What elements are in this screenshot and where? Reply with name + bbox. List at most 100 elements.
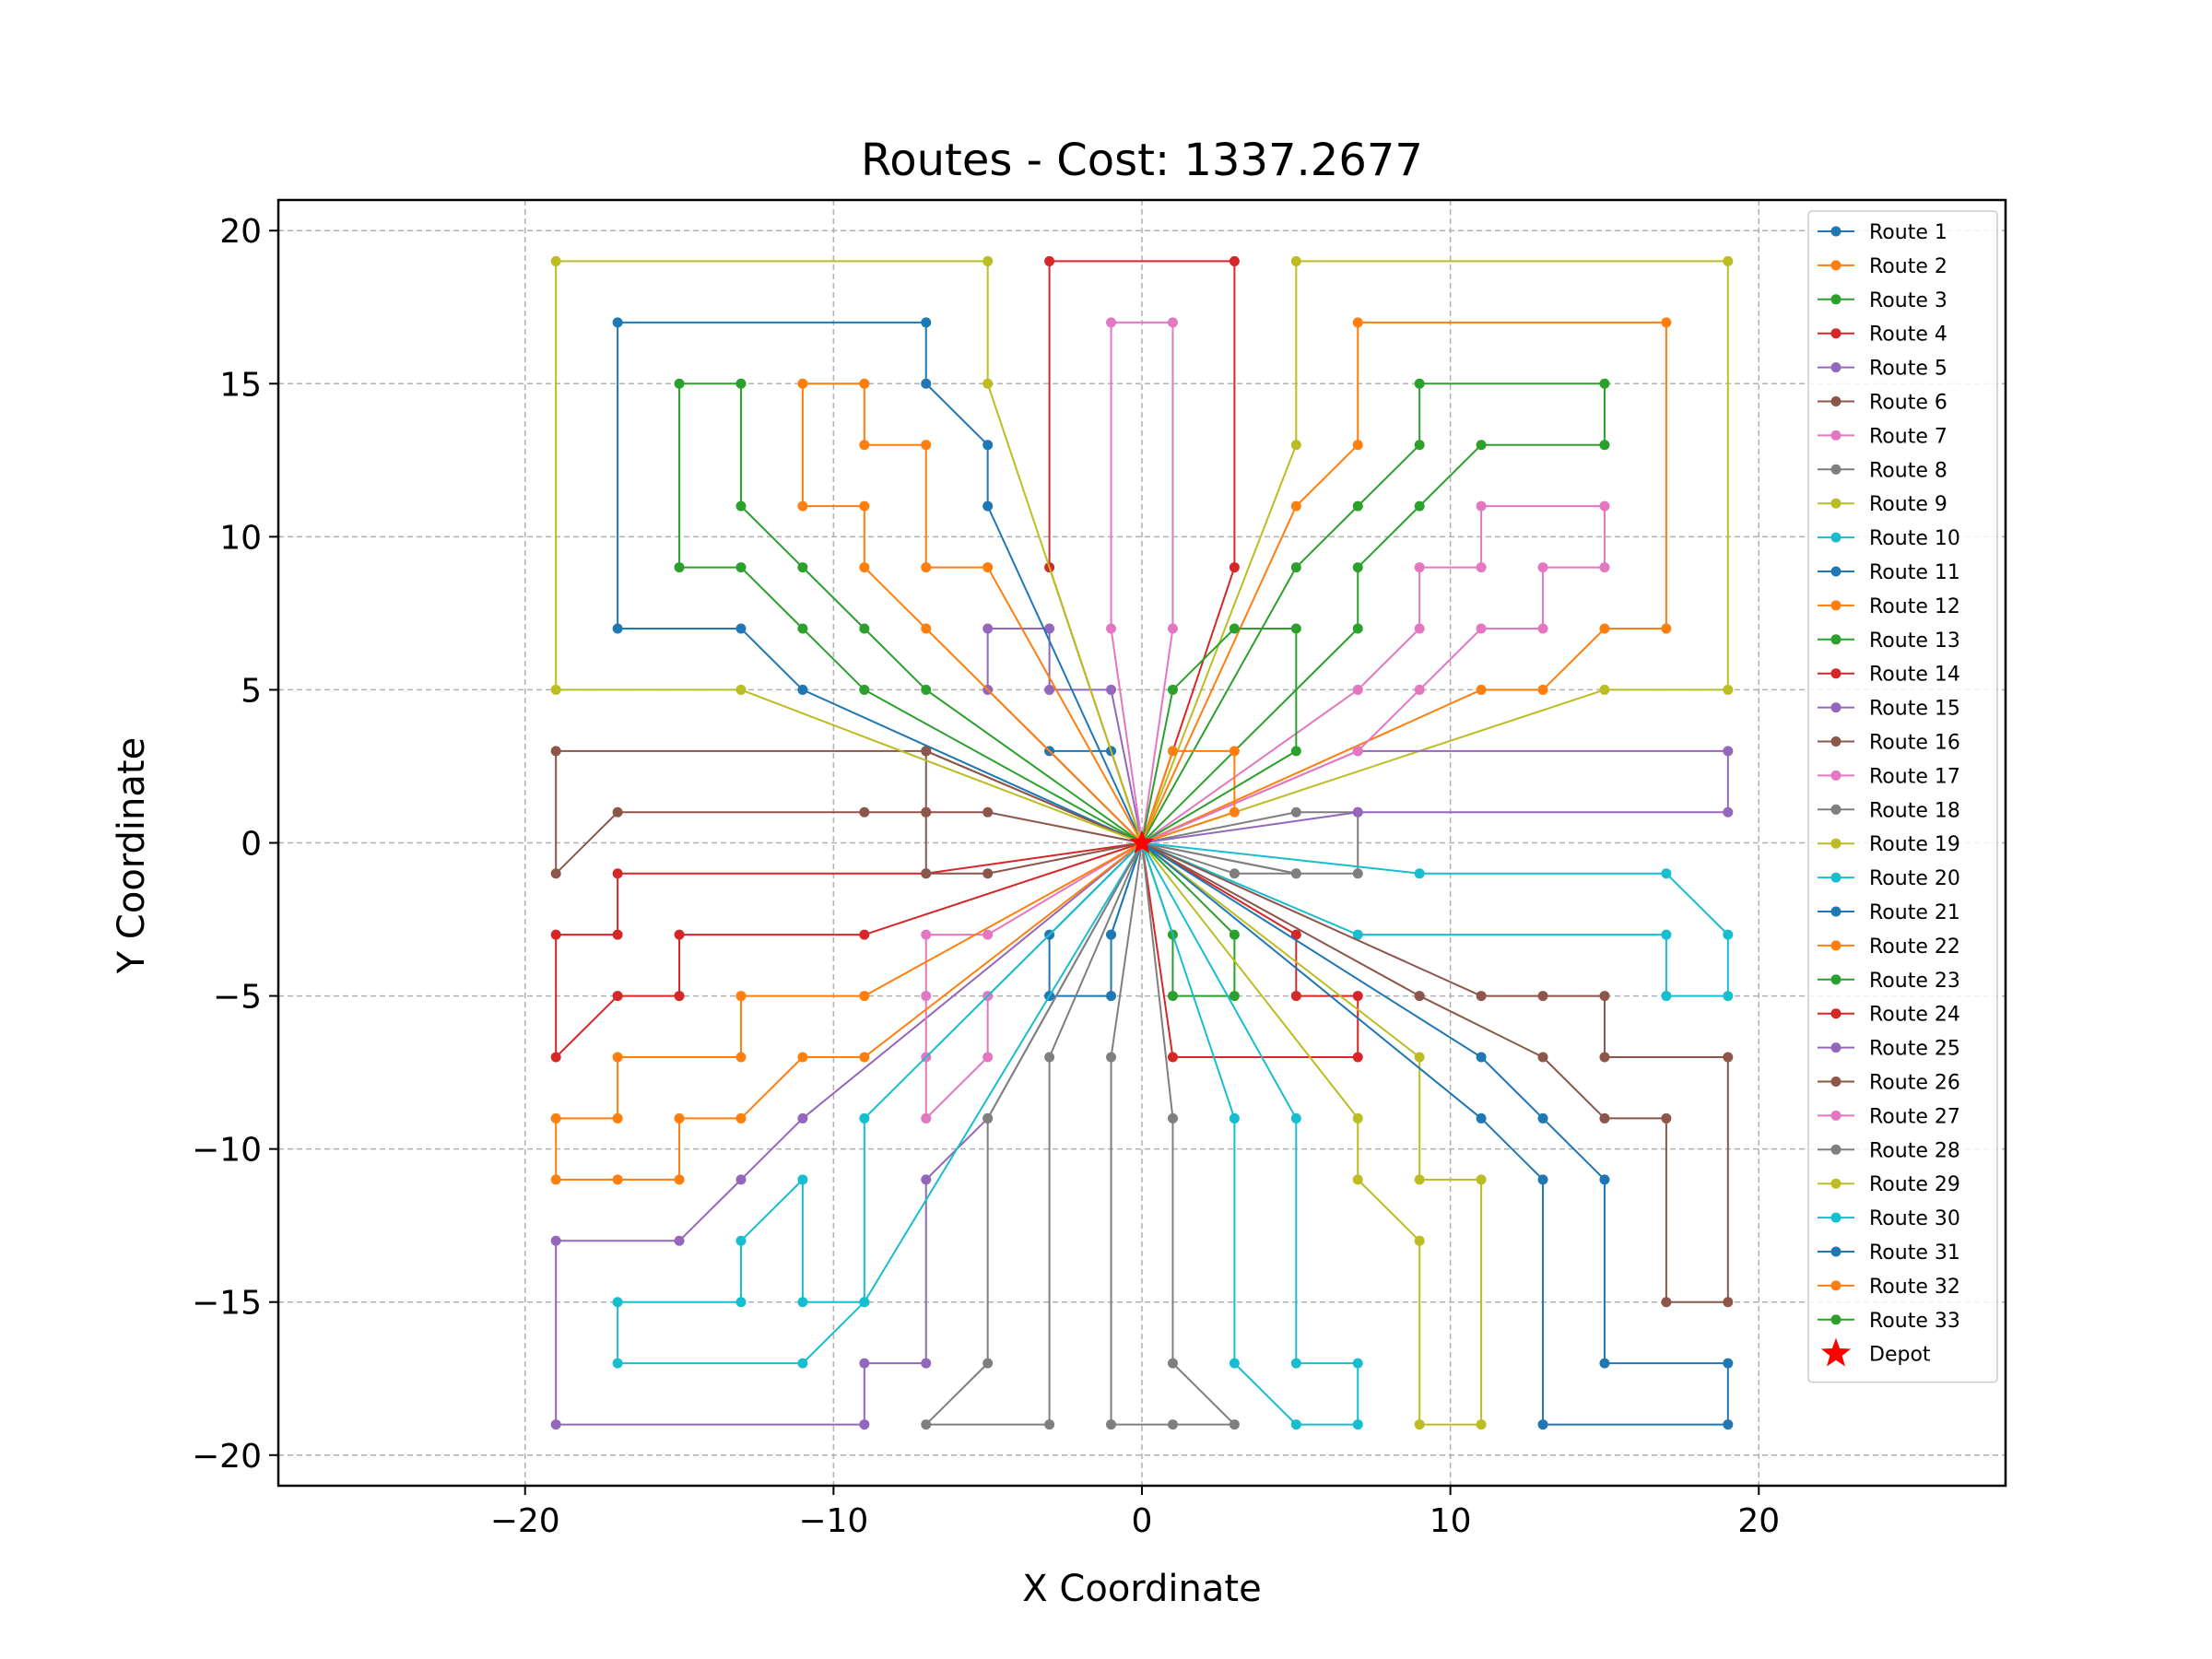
route-line bbox=[1141, 505, 1606, 844]
route-point bbox=[921, 806, 932, 818]
route-34 bbox=[612, 838, 1147, 1369]
route-point bbox=[1352, 684, 1363, 695]
route-point bbox=[735, 1235, 747, 1246]
route-point bbox=[859, 1052, 870, 1063]
route-point bbox=[797, 684, 808, 695]
route-point bbox=[1414, 562, 1425, 573]
route-point bbox=[921, 440, 932, 451]
legend-entry: Route 5 bbox=[1818, 358, 1947, 381]
y-tick-label: 20 bbox=[219, 213, 262, 251]
legend-entry: Route 14 bbox=[1818, 664, 1960, 687]
route-point bbox=[550, 1112, 561, 1124]
routes-layer bbox=[550, 255, 1734, 1430]
route-point bbox=[1229, 562, 1240, 573]
route-point bbox=[1414, 684, 1425, 695]
route-point bbox=[1167, 684, 1178, 695]
route-point bbox=[1476, 623, 1487, 634]
legend-marker bbox=[1830, 498, 1841, 509]
route-point bbox=[1476, 500, 1487, 512]
route-point bbox=[1537, 684, 1548, 695]
route-point bbox=[1352, 1358, 1363, 1369]
route-point bbox=[612, 1112, 623, 1124]
legend-entry: Route 29 bbox=[1818, 1173, 1960, 1196]
route-point bbox=[1106, 929, 1117, 940]
route-point bbox=[1352, 1112, 1363, 1124]
legend-marker bbox=[1830, 1212, 1841, 1223]
y-tick-label: −10 bbox=[192, 1132, 262, 1170]
route-point bbox=[674, 1174, 685, 1185]
y-tick-label: 15 bbox=[219, 366, 262, 404]
legend-marker bbox=[1830, 906, 1841, 917]
legend-entry: Route 24 bbox=[1818, 1004, 1960, 1027]
legend-label: Route 4 bbox=[1869, 324, 1947, 347]
route-point bbox=[612, 1358, 623, 1369]
legend-label: Route 31 bbox=[1869, 1241, 1960, 1265]
route-point bbox=[1476, 440, 1487, 451]
route-point bbox=[1352, 806, 1363, 818]
route-13 bbox=[674, 378, 1147, 848]
legend-marker bbox=[1830, 702, 1841, 713]
route-point bbox=[1229, 1419, 1240, 1430]
route-point bbox=[1599, 440, 1610, 451]
legend-entry: Route 25 bbox=[1818, 1038, 1960, 1061]
legend-entry: Route 15 bbox=[1818, 698, 1960, 721]
legend-label: Route 6 bbox=[1869, 392, 1947, 415]
legend-entry: Route 4 bbox=[1818, 324, 1947, 347]
y-tick-label: 5 bbox=[241, 672, 262, 710]
route-point bbox=[859, 378, 870, 389]
legend-entry: Route 27 bbox=[1818, 1105, 1960, 1128]
legend-marker bbox=[1830, 1144, 1841, 1155]
route-point bbox=[1352, 991, 1363, 1002]
route-point bbox=[1290, 868, 1301, 879]
legend-entry: Route 9 bbox=[1818, 493, 1947, 516]
legend-label: Route 23 bbox=[1869, 970, 1960, 993]
route-point bbox=[735, 1112, 747, 1124]
route-point bbox=[735, 1052, 747, 1063]
route-point bbox=[1229, 991, 1240, 1002]
route-point bbox=[859, 562, 870, 573]
route-point bbox=[1599, 378, 1610, 389]
legend-label: Route 32 bbox=[1869, 1276, 1960, 1299]
route-point bbox=[1167, 1358, 1178, 1369]
legend-entry: Route 33 bbox=[1818, 1310, 1960, 1333]
route-point bbox=[550, 1235, 561, 1246]
x-tick-label: −20 bbox=[490, 1502, 560, 1540]
x-tick-label: 10 bbox=[1430, 1502, 1472, 1540]
route-point bbox=[797, 1358, 808, 1369]
route-point bbox=[982, 806, 994, 818]
route-point bbox=[982, 255, 994, 266]
route-31 bbox=[1136, 838, 1734, 1430]
route-point bbox=[612, 1174, 623, 1185]
legend-entry: Route 31 bbox=[1818, 1241, 1960, 1265]
legend-marker bbox=[1830, 362, 1841, 373]
legend-marker bbox=[1830, 838, 1841, 849]
route-point bbox=[1290, 1358, 1301, 1369]
legend-marker bbox=[1830, 294, 1841, 305]
route-point bbox=[921, 317, 932, 328]
legend-label: Route 26 bbox=[1869, 1072, 1960, 1095]
legend-marker bbox=[1830, 804, 1841, 815]
route-point bbox=[1229, 746, 1240, 757]
legend-entry: Route 10 bbox=[1818, 527, 1960, 550]
route-point bbox=[735, 991, 747, 1002]
legend-star-icon bbox=[1820, 1337, 1852, 1367]
route-point bbox=[735, 1174, 747, 1185]
legend-marker bbox=[1830, 1314, 1841, 1325]
y-axis-title: Y Coordinate bbox=[111, 737, 153, 974]
legend-label: Route 2 bbox=[1869, 255, 1947, 278]
legend-label: Route 20 bbox=[1869, 867, 1960, 890]
route-point bbox=[612, 623, 623, 634]
route-point bbox=[1290, 623, 1301, 634]
route-point bbox=[921, 1419, 932, 1430]
route-point bbox=[859, 806, 870, 818]
route-point bbox=[1723, 684, 1734, 695]
route-line bbox=[1141, 841, 1483, 1426]
legend-label: Route 3 bbox=[1869, 289, 1947, 312]
route-line bbox=[617, 841, 1143, 1365]
legend-marker bbox=[1830, 566, 1841, 577]
route-point bbox=[1290, 440, 1301, 451]
route-point bbox=[735, 623, 747, 634]
route-line bbox=[555, 749, 1143, 875]
route-point bbox=[921, 1112, 932, 1124]
route-point bbox=[1044, 684, 1055, 695]
